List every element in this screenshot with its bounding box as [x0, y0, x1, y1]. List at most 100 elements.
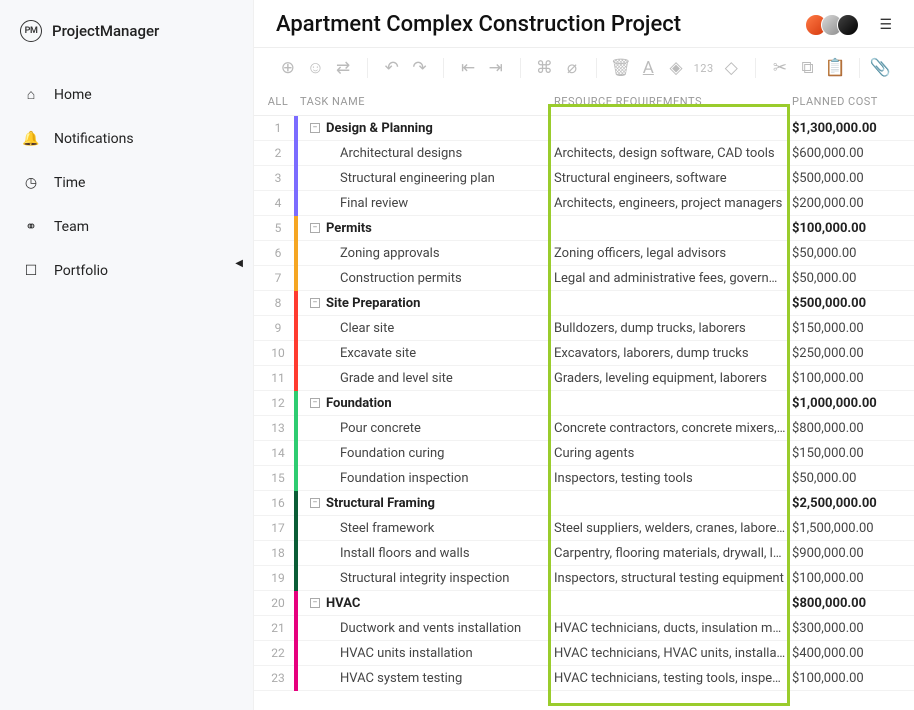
avatar[interactable]: [837, 14, 859, 36]
task-resources: Inspectors, testing tools: [548, 471, 786, 486]
table-row[interactable]: 9Clear siteBulldozers, dump trucks, labo…: [254, 316, 914, 341]
col-header-res[interactable]: RESOURCE REQUIREMENTS: [548, 95, 786, 108]
color-bar: [294, 341, 298, 366]
collapse-icon[interactable]: −: [310, 123, 320, 133]
table-row[interactable]: 19Structural integrity inspectionInspect…: [254, 566, 914, 591]
table-row[interactable]: 22HVAC units installationHVAC technician…: [254, 641, 914, 666]
row-number: 3: [254, 171, 294, 185]
header: Apartment Complex Construction Project ☰: [254, 0, 914, 48]
task-cost: $800,000.00: [786, 421, 914, 436]
task-name: HVAC units installation: [310, 646, 473, 661]
row-number: 9: [254, 321, 294, 335]
col-header-cost[interactable]: PLANNED COST: [786, 95, 914, 108]
table-row[interactable]: 4Final reviewArchitects, engineers, proj…: [254, 191, 914, 216]
table-row[interactable]: 1−Design & Planning$1,300,000.00: [254, 116, 914, 141]
task-name: Foundation: [326, 396, 392, 411]
nav-item[interactable]: ☐Portfolio: [0, 249, 253, 293]
row-number: 22: [254, 646, 294, 660]
color-bar: [294, 116, 298, 141]
nav-item[interactable]: ⚭Team: [0, 205, 253, 249]
row-number: 12: [254, 396, 294, 410]
table-row[interactable]: 3Structural engineering planStructural e…: [254, 166, 914, 191]
undo-icon[interactable]: ↶: [380, 58, 404, 78]
table-row[interactable]: 5−Permits$100,000.00: [254, 216, 914, 241]
nav-item-label: Home: [54, 87, 92, 103]
redo-icon[interactable]: ↷: [408, 58, 432, 78]
nav-item-label: Team: [54, 219, 89, 235]
table-row[interactable]: 15Foundation inspectionInspectors, testi…: [254, 466, 914, 491]
color-bar: [294, 191, 298, 216]
table-row[interactable]: 13Pour concreteConcrete contractors, con…: [254, 416, 914, 441]
task-cost: $1,000,000.00: [786, 396, 914, 411]
tag-icon[interactable]: ◈: [664, 58, 688, 78]
refresh-icon[interactable]: ⇄: [331, 58, 355, 78]
chevron-left-icon[interactable]: ◀: [235, 258, 243, 269]
task-resources: Zoning officers, legal advisors: [548, 246, 786, 261]
menu-icon[interactable]: ☰: [879, 17, 892, 33]
color-bar: [294, 566, 298, 591]
avatar-group[interactable]: [811, 14, 859, 36]
table-row[interactable]: 6Zoning approvalsZoning officers, legal …: [254, 241, 914, 266]
task-name: Structural integrity inspection: [310, 571, 509, 586]
text-style-icon[interactable]: A: [637, 58, 661, 78]
row-number: 20: [254, 596, 294, 610]
nav-item[interactable]: 🔔Notifications: [0, 117, 253, 161]
col-header-num[interactable]: ALL: [254, 95, 294, 108]
number-icon[interactable]: 123: [692, 62, 716, 75]
trash-icon[interactable]: 🗑: [609, 58, 633, 78]
table-row[interactable]: 7Construction permitsLegal and administr…: [254, 266, 914, 291]
user-icon[interactable]: ☺: [304, 58, 328, 78]
table-row[interactable]: 18Install floors and wallsCarpentry, flo…: [254, 541, 914, 566]
color-bar: [294, 366, 298, 391]
collapse-icon[interactable]: −: [310, 398, 320, 408]
task-resources: Architects, engineers, project managers: [548, 196, 786, 211]
copy-icon[interactable]: ⧉: [796, 58, 820, 78]
task-resources: Concrete contractors, concrete mixers, l…: [548, 421, 786, 436]
paste-icon[interactable]: 📋: [823, 58, 847, 78]
task-name: Foundation inspection: [310, 471, 469, 486]
task-resources: HVAC technicians, ducts, insulation mate: [548, 621, 786, 636]
task-cost: $100,000.00: [786, 371, 914, 386]
col-header-name[interactable]: TASK NAME: [294, 95, 548, 108]
table-row[interactable]: 21Ductwork and vents installationHVAC te…: [254, 616, 914, 641]
table-row[interactable]: 10Excavate siteExcavators, laborers, dum…: [254, 341, 914, 366]
collapse-icon[interactable]: −: [310, 298, 320, 308]
toolbar: ⊕ ☺ ⇄ ↶ ↷ ⇤ ⇥ ⌘ ⌀ 🗑 A ◈ 123 ◇ ✂ ⧉ 📋 📎: [254, 48, 914, 88]
table-row[interactable]: 14Foundation curingCuring agents$150,000…: [254, 441, 914, 466]
table-row[interactable]: 12 −Foundation $1,000,000.00: [254, 391, 914, 416]
cut-icon[interactable]: ✂: [768, 58, 792, 78]
attachment-icon[interactable]: 📎: [868, 58, 892, 78]
task-resources: HVAC technicians, testing tools, inspect…: [548, 671, 786, 686]
collapse-icon[interactable]: −: [310, 498, 320, 508]
table-row[interactable]: 11Grade and level siteGraders, leveling …: [254, 366, 914, 391]
color-bar: [294, 166, 298, 191]
task-name: Architectural designs: [310, 146, 462, 161]
nav-item[interactable]: ⌂Home: [0, 72, 253, 117]
task-name: Zoning approvals: [310, 246, 440, 261]
indent-icon[interactable]: ⇥: [484, 58, 508, 78]
outdent-icon[interactable]: ⇤: [456, 58, 480, 78]
table-row[interactable]: 20−HVAC$800,000.00: [254, 591, 914, 616]
task-cost: $100,000.00: [786, 671, 914, 686]
task-cost: $50,000.00: [786, 471, 914, 486]
collapse-icon[interactable]: −: [310, 223, 320, 233]
task-name: Install floors and walls: [310, 546, 470, 561]
collapse-icon[interactable]: −: [310, 598, 320, 608]
table-row[interactable]: 23HVAC system testingHVAC technicians, t…: [254, 666, 914, 691]
table-row[interactable]: 16−Structural Framing$2,500,000.00: [254, 491, 914, 516]
color-bar: [294, 666, 298, 691]
task-name: HVAC system testing: [310, 671, 462, 686]
task-cost: $500,000.00: [786, 171, 914, 186]
logo[interactable]: PM ProjectManager: [0, 16, 253, 62]
nav-item[interactable]: ◷Time: [0, 161, 253, 205]
grid-header: ALL TASK NAME RESOURCE REQUIREMENTS PLAN…: [254, 88, 914, 116]
add-icon[interactable]: ⊕: [276, 58, 300, 78]
table-row[interactable]: 2Architectural designsArchitects, design…: [254, 141, 914, 166]
table-row[interactable]: 17Steel frameworkSteel suppliers, welder…: [254, 516, 914, 541]
bell-icon: 🔔: [22, 131, 40, 147]
table-row[interactable]: 8−Site Preparation$500,000.00: [254, 291, 914, 316]
unlink-icon[interactable]: ⌀: [560, 58, 584, 78]
diamond-icon[interactable]: ◇: [719, 58, 743, 78]
link-icon[interactable]: ⌘: [533, 58, 557, 78]
nav: ⌂Home🔔Notifications◷Time⚭Team☐Portfolio: [0, 62, 253, 293]
